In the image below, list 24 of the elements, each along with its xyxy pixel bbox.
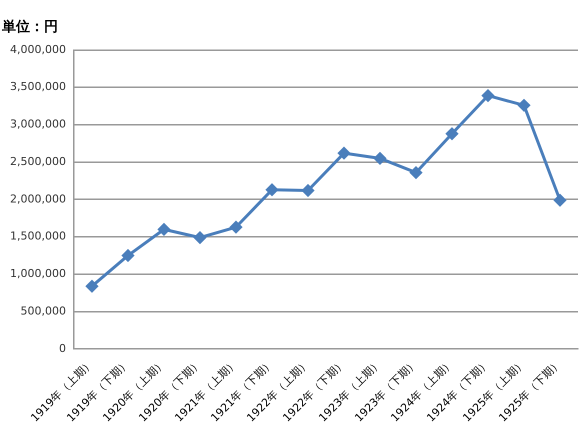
point (266, 184, 278, 196)
point (302, 184, 314, 197)
y-tick-label: 1,500,000 (10, 230, 66, 243)
point (122, 250, 134, 262)
y-tick-label: 0 (58, 342, 66, 355)
point (410, 166, 422, 179)
y-tick-label: 2,500,000 (10, 154, 66, 168)
point (230, 221, 242, 234)
y-tick-label: 3,500,000 (10, 80, 66, 94)
point (446, 128, 458, 140)
point (374, 152, 386, 164)
point (482, 90, 494, 102)
point (86, 280, 98, 292)
point (194, 232, 206, 244)
point (338, 147, 350, 160)
y-tick-label: 1,000,000 (10, 267, 66, 280)
y-tick-label: 2,000,000 (10, 192, 66, 206)
point (158, 223, 170, 236)
y-tick-label: 3,000,000 (10, 118, 66, 131)
chart-title: 単位：円 (2, 18, 58, 36)
y-tick-label: 4,000,000 (10, 42, 66, 56)
y-tick-label: 500,000 (20, 304, 66, 318)
point (518, 99, 530, 112)
point (554, 194, 566, 206)
